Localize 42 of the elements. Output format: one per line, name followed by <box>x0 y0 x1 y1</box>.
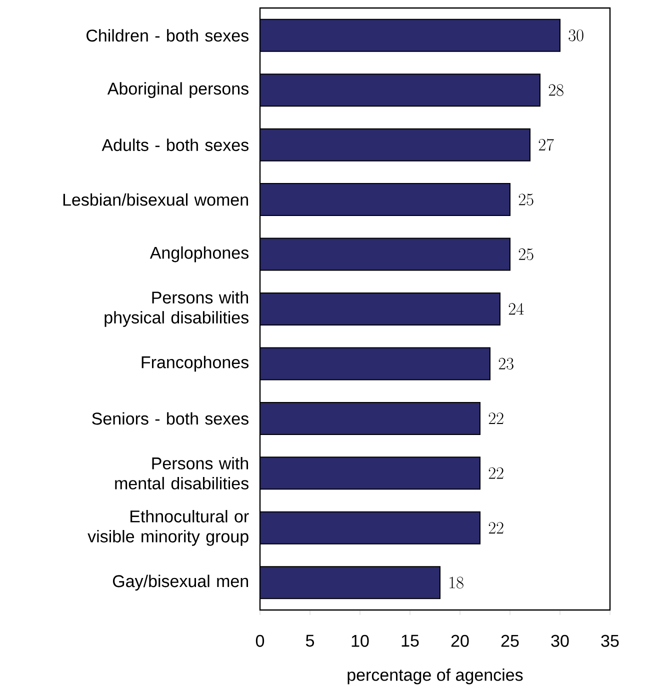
y-tick-label: Francophones <box>142 356 248 372</box>
y-tick-label: Seniors - both sexes <box>92 412 248 425</box>
bar <box>260 347 490 380</box>
data-label: 30 <box>568 30 584 42</box>
data-label: 18 <box>450 576 464 588</box>
bar <box>260 566 440 600</box>
bar <box>260 74 540 107</box>
data-label: 22 <box>488 412 504 424</box>
y-tick-label: Anglophones <box>150 246 248 262</box>
x-tick-label: 30 <box>551 634 569 647</box>
y-tick-label: Adults - both sexes <box>102 138 248 152</box>
y-tick-label: Gay/bisexual men <box>112 574 248 591</box>
y-tick-label: Lesbian/bisexual women <box>63 193 248 206</box>
data-label: 27 <box>538 138 554 151</box>
data-label: 22 <box>488 467 504 479</box>
bar <box>260 402 480 435</box>
bar <box>260 183 510 216</box>
data-label: 25 <box>518 194 534 206</box>
data-label: 23 <box>498 358 514 370</box>
x-tick-label: 5 <box>306 634 314 647</box>
x-tick-label: 15 <box>402 634 419 647</box>
bar <box>260 511 480 544</box>
x-axis-title: percentage of agencies <box>348 668 523 684</box>
y-tick-label: Children - both sexes <box>86 29 248 42</box>
y-tick-label: Ethnocultural or visible minority group <box>88 510 249 546</box>
bar <box>260 456 480 490</box>
data-label: 24 <box>508 303 524 315</box>
x-tick-label: 10 <box>352 634 369 647</box>
bar <box>260 128 530 162</box>
y-tick-label: Persons with physical disabilities <box>104 291 248 327</box>
data-label: 22 <box>488 522 504 534</box>
data-label: 25 <box>518 248 534 260</box>
bar <box>260 18 560 52</box>
bar <box>260 292 500 326</box>
x-tick-label: 35 <box>601 634 619 647</box>
x-tick-label: 20 <box>451 634 469 647</box>
x-tick-label: 25 <box>501 634 519 647</box>
y-tick-label: Aboriginal persons <box>107 82 248 98</box>
bar <box>260 238 510 271</box>
data-label: 28 <box>548 84 564 96</box>
x-tick-label: 0 <box>256 634 264 647</box>
y-tick-label: Persons with mental disabilities <box>115 456 248 490</box>
